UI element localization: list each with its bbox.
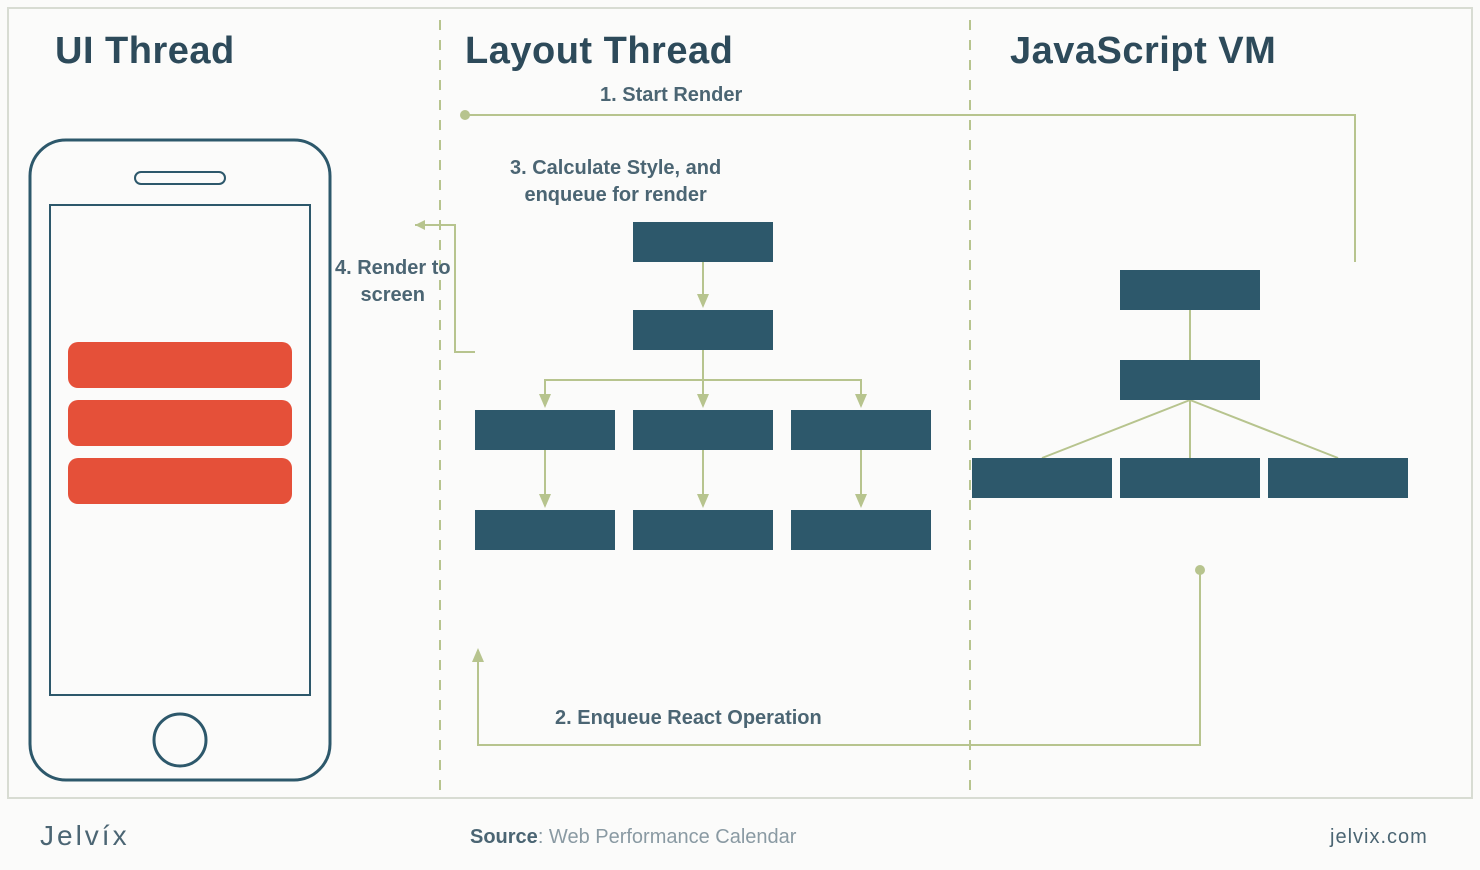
brand-logo-text: Jelvíx xyxy=(40,820,130,852)
jsvm-node xyxy=(1120,270,1260,310)
layout-node xyxy=(633,510,773,550)
step-3-calculate-style: 3. Calculate Style, and enqueue for rend… xyxy=(510,155,721,209)
heading-ui-thread: UI Thread xyxy=(55,30,235,73)
layout-node xyxy=(633,410,773,450)
source-value: : Web Performance Calendar xyxy=(538,826,797,848)
phone-list-item xyxy=(68,458,292,504)
layout-node xyxy=(633,310,773,350)
source-label: Source xyxy=(470,826,538,848)
layout-node xyxy=(475,410,615,450)
phone-list-item xyxy=(68,342,292,388)
heading-jsvm: JavaScript VM xyxy=(1010,30,1276,73)
jsvm-node xyxy=(1120,458,1260,498)
jsvm-node xyxy=(972,458,1112,498)
thread-architecture-diagram: UI Thread Layout Thread JavaScript VM 1.… xyxy=(0,0,1480,870)
step-1-start-render: 1. Start Render xyxy=(600,82,742,109)
heading-layout-thread: Layout Thread xyxy=(465,30,733,73)
source-attribution: Source: Web Performance Calendar xyxy=(470,826,796,849)
jsvm-node xyxy=(1268,458,1408,498)
site-url: jelvix.com xyxy=(1330,826,1428,849)
layout-node xyxy=(475,510,615,550)
layout-node xyxy=(791,410,931,450)
phone-list-item xyxy=(68,400,292,446)
jsvm-node xyxy=(1120,360,1260,400)
step-2-enqueue-react: 2. Enqueue React Operation xyxy=(555,705,822,732)
layout-node xyxy=(791,510,931,550)
layout-node xyxy=(633,222,773,262)
step-4-render-screen: 4. Render to screen xyxy=(335,255,451,309)
